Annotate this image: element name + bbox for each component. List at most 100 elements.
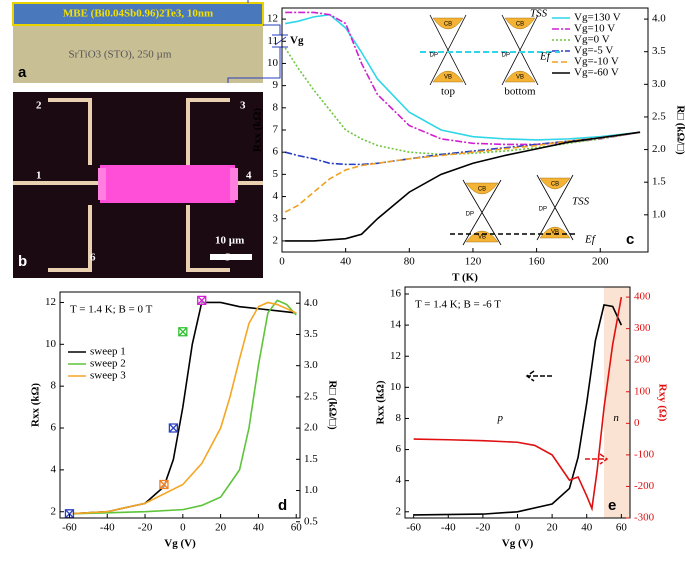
panel-a: MBE (Bi0.04Sb0.96)2Te3, 10nm SrTiO3 (STO… <box>12 0 304 83</box>
y2-tick-label: 0.5 <box>304 515 318 527</box>
x-tick-label: -20 <box>138 522 153 534</box>
y2-tick-label: -200 <box>634 480 655 492</box>
x-tick-label: 0 <box>180 522 186 534</box>
x-axis-label: Vg (V) <box>502 538 534 550</box>
y2-tick-label: 3.0 <box>652 78 666 90</box>
plot-frame <box>59 291 301 519</box>
marker <box>64 509 75 519</box>
inset-label: TSS <box>530 8 548 20</box>
inset-label: DP <box>502 53 510 59</box>
hall-bar <box>100 165 235 203</box>
x-tick-label: 200 <box>592 256 609 268</box>
substrate-label: SrTiO3 (STO), 250 µm <box>69 49 172 61</box>
panel-b: 1 2 3 4 5 6 10 µm b <box>13 92 263 278</box>
marker <box>168 423 179 433</box>
x-tick-label: 40 <box>340 256 352 268</box>
x-tick-label: 40 <box>253 522 265 534</box>
y-tick-label: 5 <box>273 168 279 180</box>
legend-label: sweep 3 <box>90 370 126 382</box>
x-tick-label: 0 <box>515 522 521 534</box>
inset-label: DP <box>539 207 547 213</box>
y2-tick-label: -100 <box>634 448 655 460</box>
y-tick-label: 8 <box>51 380 57 392</box>
x-axis-label: T (K) <box>452 272 478 284</box>
series-line <box>69 301 297 515</box>
y2-axis-label: Rxy (Ω) <box>656 384 668 422</box>
region-label: p <box>496 412 503 424</box>
y-tick-label: 6 <box>396 443 402 455</box>
y-tick-label: 8 <box>396 412 402 424</box>
y2-tick-label: -300 <box>634 512 655 524</box>
y-tick-label: 10 <box>267 57 279 69</box>
y2-tick-label: 3.5 <box>652 45 666 57</box>
y2-tick-label: 1.5 <box>304 453 318 465</box>
legend-label: Vg=10 V <box>574 23 615 35</box>
inset-label: TSS <box>572 196 590 208</box>
y2-tick-label: 200 <box>634 354 651 366</box>
y-axis-label: Rxx (kΩ) <box>375 380 387 424</box>
marker <box>178 327 188 337</box>
inset-label: VB <box>551 230 559 236</box>
plot-frame <box>404 286 631 519</box>
y-tick-label: 6 <box>51 422 57 434</box>
y-tick-label: 3 <box>273 212 279 224</box>
inset-label: DP <box>466 212 474 218</box>
y2-tick-label: 2.5 <box>652 110 666 122</box>
y-tick-label: 4 <box>273 190 279 202</box>
y2-tick-label: 2.5 <box>304 390 318 402</box>
y-axis-label: Rxx (kΩ) <box>30 383 42 427</box>
inset-label: CB <box>444 22 452 28</box>
contact: 4 <box>246 170 252 182</box>
contact: 2 <box>36 100 42 112</box>
x-tick-label: -60 <box>406 522 421 534</box>
contact: 1 <box>36 170 42 182</box>
y-tick-label: 10 <box>390 381 402 393</box>
series-line <box>413 296 623 512</box>
annotation: T = 1.4 K; B = -6 T <box>415 299 501 311</box>
inset-label: VB <box>516 75 524 81</box>
inset-label: VB <box>478 235 486 241</box>
y2-tick-label: 300 <box>634 322 651 334</box>
gate-label: Vg <box>290 35 304 47</box>
x-tick-label: 120 <box>465 256 482 268</box>
panel-label: d <box>278 497 287 514</box>
pad <box>98 168 106 200</box>
axis-arrows <box>525 370 609 465</box>
y-tick-label: 10 <box>45 338 57 350</box>
panel-label: a <box>18 64 27 81</box>
x-tick-label: 80 <box>404 256 416 268</box>
gate-source <box>272 34 288 48</box>
y2-axis-label: R□ (kΩ/□) <box>674 105 685 155</box>
x-tick-label: 160 <box>528 256 545 268</box>
y2-tick-label: 1.0 <box>304 484 318 496</box>
x-tick-label: -40 <box>100 522 115 534</box>
y2-tick-label: 4.0 <box>304 297 318 309</box>
region-label: n <box>613 412 619 424</box>
x-tick-label: -60 <box>62 522 77 534</box>
series-line <box>285 131 641 242</box>
y2-tick-label: 400 <box>634 291 651 303</box>
x-tick-label: 20 <box>547 522 559 534</box>
film <box>12 2 264 26</box>
contact: 6 <box>90 252 96 264</box>
y-tick-label: 8 <box>273 101 279 113</box>
legend-label: Vg=0 V <box>574 34 610 46</box>
x-tick-label: 20 <box>215 522 227 534</box>
legend-label: Vg=130 V <box>574 12 621 24</box>
y2-tick-label: 2.0 <box>652 143 666 155</box>
y-tick-label: 6 <box>273 146 279 158</box>
series-line <box>69 299 297 515</box>
scalebar <box>210 254 252 260</box>
inset-label: CB <box>551 182 559 188</box>
panel-label: e <box>608 497 616 514</box>
gate-wire <box>227 0 281 83</box>
y2-tick-label: 2.0 <box>304 422 318 434</box>
x-tick-label: -40 <box>441 522 456 534</box>
shaded-region <box>604 287 630 518</box>
band-insets: CB DP VB CB DP VB TSS Ef top bottom CB D… <box>420 8 597 246</box>
inset-label: CB <box>516 22 524 28</box>
y-axis-label: Rxx (kΩ) <box>252 108 264 152</box>
inset-label: Ef <box>584 234 597 246</box>
y-tick-label: 2 <box>51 505 57 517</box>
